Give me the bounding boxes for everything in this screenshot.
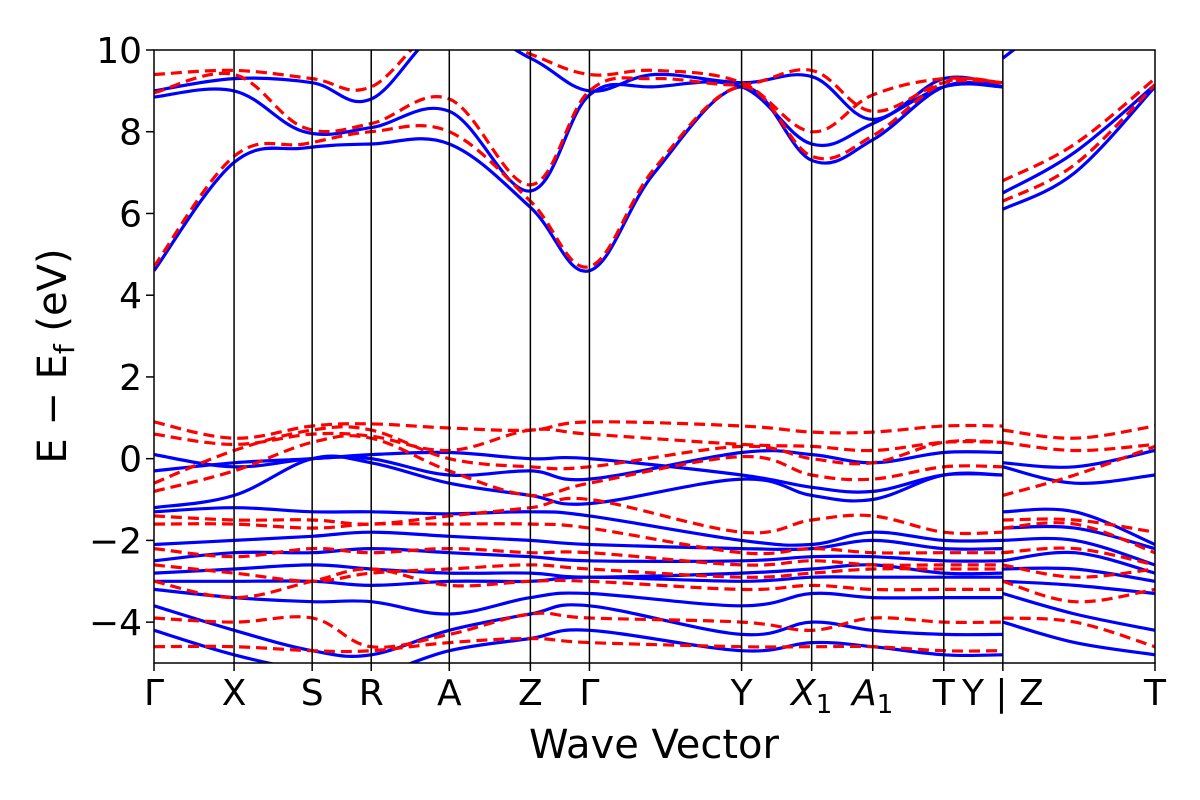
y-axis-title: E − Ef (eV) [30, 248, 81, 463]
band-line [1002, 50, 1006, 52]
k-point-label: A [437, 673, 462, 714]
band-line [154, 563, 1003, 579]
band-line [1002, 83, 1155, 195]
k-point-label: X1 [789, 673, 832, 720]
band-line [154, 449, 1003, 482]
band-line [1002, 616, 1155, 649]
band-line [1002, 465, 1155, 485]
plot-frame [153, 49, 1156, 664]
y-tick-label: −2 [89, 521, 142, 562]
k-point-label: A1 [850, 673, 893, 720]
y-axis: −4 −2 0 2 4 6 8 10 [89, 31, 154, 644]
y-tick-label: −4 [89, 603, 142, 644]
band-line [1002, 546, 1155, 567]
y-tick-label: 4 [119, 276, 142, 317]
band-line [1002, 521, 1155, 555]
y-tick-label: 10 [96, 31, 142, 72]
band-line [1002, 444, 1155, 497]
band-line [1002, 524, 1155, 551]
k-point-label: R [359, 673, 384, 714]
band-line [1002, 517, 1155, 534]
band-line [154, 425, 1003, 485]
k-point-label: Γ [144, 673, 164, 714]
k-point-label: T [932, 673, 956, 714]
k-point-label: Z [518, 673, 543, 714]
band-line [1002, 440, 1155, 453]
band-line [154, 68, 1003, 187]
band-line [154, 587, 1003, 616]
k-point-label: T [1143, 673, 1167, 714]
band-line [154, 567, 1003, 600]
band-line [1002, 550, 1155, 575]
k-point-label: S [301, 673, 324, 714]
band-line [154, 76, 1003, 269]
band-line [1002, 448, 1155, 469]
band-line [1002, 77, 1155, 183]
band-line [154, 530, 1003, 552]
band-line [154, 628, 1003, 663]
series-solid [154, 50, 1155, 663]
y-tick-label: 8 [119, 113, 142, 154]
band-line [154, 50, 1003, 134]
x-axis-title: Wave Vector [529, 722, 780, 768]
band-line [1002, 507, 1155, 546]
k-point-label: Γ [579, 673, 599, 714]
band-line [154, 434, 1003, 498]
k-point-label: X [222, 673, 247, 714]
bands-layer [154, 50, 1155, 663]
band-line [1002, 424, 1155, 440]
y-axis-title-unit: (eV) [30, 248, 76, 344]
band-line [1002, 85, 1155, 211]
band-line [1002, 620, 1155, 657]
y-tick-label: 6 [119, 194, 142, 235]
band-line [154, 496, 1003, 536]
band-line [1002, 536, 1155, 567]
y-tick-label: 0 [119, 440, 142, 481]
y-axis-title-main: E − E [30, 354, 76, 464]
band-line [154, 80, 1003, 193]
band-line [1002, 563, 1155, 579]
y-tick-label: 2 [119, 358, 142, 399]
band-line [1002, 591, 1155, 632]
series-dashed [154, 50, 1155, 654]
high-symmetry-lines [233, 50, 1004, 663]
band-line [1002, 83, 1155, 203]
band-line [1001, 50, 1017, 60]
k-point-label: Y [730, 673, 754, 714]
band-line [154, 420, 1003, 440]
y-axis-title-sub: f [48, 343, 81, 354]
band-line [1002, 579, 1155, 604]
band-line [1002, 579, 1155, 596]
k-point-label: Y | Z [961, 673, 1044, 714]
